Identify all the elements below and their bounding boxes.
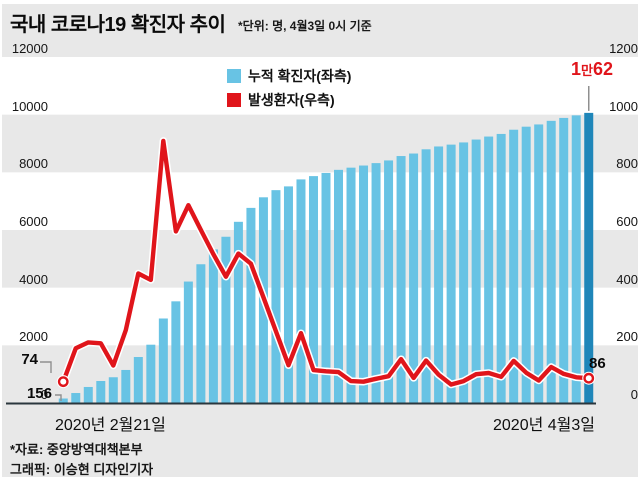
grid-band [2,57,638,115]
cumulative-bar [471,139,481,404]
cumulative-bar [396,156,406,403]
leader-line-156 [55,394,62,401]
y-axis-label-left: 8000 [19,156,48,172]
cumulative-bar [546,120,556,403]
cumulative-bar [121,369,131,403]
annotation-end-cumulative: 1만62 [570,59,613,79]
cumulative-bar [571,115,581,404]
cumulative-bar [83,386,93,403]
x-axis-label-end: 2020년 4월3일 [493,417,595,434]
cumulative-bar [321,172,331,403]
cumulative-bar [171,301,181,403]
cumulative-bar [196,264,206,403]
cumulative-bar [233,221,243,403]
cumulative-bar [434,146,444,403]
y-axis-label-left: 6000 [19,214,48,229]
cumulative-bar [534,124,544,403]
cumulative-bar [484,136,494,404]
cumulative-bar [496,133,506,403]
legend-item-cumulative: 누적 확진자(좌측) [227,66,351,86]
cumulative-bar [296,179,306,403]
legend-item-daily: 발생환자(우측) [227,90,335,110]
annotation-start-cumulative: 156 [26,385,52,402]
cumulative-bar [334,169,344,403]
y-axis-label-right: 800 [616,156,638,172]
y-axis-label-right: 1000 [609,98,638,114]
cumulative-bar [346,167,356,403]
y-axis-label-left: 12000 [11,41,48,56]
y-axis-label-left: 4000 [19,271,48,287]
y-axis-label-right: 0 [630,387,638,402]
cumulative-bar [146,344,156,403]
cumulative-bar [108,377,118,403]
leader-line-74 [40,361,52,373]
y-axis-label-left: 10000 [11,98,48,114]
daily-swatch-icon [227,93,241,107]
legend-label-cumulative: 누적 확진자(좌측) [248,68,352,84]
credit-note: 그래픽: 이승현 디자인기자 [10,462,154,477]
cumulative-bar [371,163,381,403]
cumulative-bar [271,190,281,403]
cumulative-bar [96,381,106,403]
annotation-start-daily: 74 [21,351,38,368]
annotation-end-daily: 86 [589,355,606,372]
cumulative-bar [208,249,218,403]
cumulative-bar [559,117,569,404]
grid-band [2,172,638,230]
cumulative-bar [521,126,531,403]
grid-band [2,287,638,346]
endpoint-marker [57,376,69,388]
cumulative-bar [71,393,81,403]
cumulative-bar [459,142,469,403]
cumulative-bar [183,281,193,403]
cumulative-bar [384,160,394,403]
y-axis-label-right: 1200 [609,41,638,56]
endpoint-marker [583,372,595,384]
daily-line [61,138,591,387]
cumulative-bar [584,112,594,403]
chart-title: 국내 코로나19 확진자 추이 [10,14,226,36]
cumulative-bar [133,357,143,403]
cumulative-swatch-icon [227,69,241,83]
source-note: *자료: 중앙방역대책본부 [10,442,143,457]
cumulative-bar [409,153,419,403]
y-axis-label-right: 600 [616,214,638,229]
cumulative-bar [221,236,231,403]
x-axis-label-start: 2020년 2월21일 [55,417,166,434]
cumulative-bar [246,207,256,403]
cumulative-bar [446,144,456,403]
unit-note: *단위: 명, 4월3일 0시 기준 [238,19,372,33]
cumulative-bar [359,165,369,403]
legend-label-daily: 발생환자(우측) [248,92,335,108]
cumulative-bar [421,149,431,403]
y-axis-label-right: 200 [616,329,638,345]
y-axis-label-left: 0 [40,387,48,402]
cumulative-bar [509,129,519,403]
cumulative-bar [58,398,68,403]
cumulative-bar [283,186,293,403]
cumulative-bar [308,176,318,403]
cumulative-bar [158,318,168,403]
y-axis-label-right: 400 [616,271,638,287]
y-axis-label-left: 2000 [19,329,48,345]
